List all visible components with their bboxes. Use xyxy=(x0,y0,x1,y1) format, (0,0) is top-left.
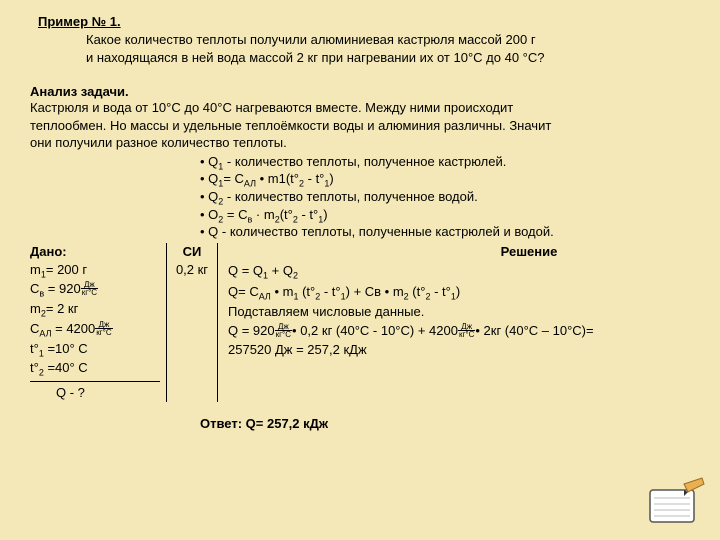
notebook-icon xyxy=(644,476,708,528)
solution-line-1: Q = Q1 + Q2 xyxy=(228,262,690,283)
problem-statement: Какое количество теплоты получили алюмин… xyxy=(86,31,690,66)
page: Пример № 1. Какое количество теплоты пол… xyxy=(0,0,720,441)
si-column: СИ 0,2 кг xyxy=(167,243,218,402)
bullet-3: Q2 - количество теплоты, полученное водо… xyxy=(200,189,690,207)
bullet-2: Q1= САЛ • m1(t°2 - t°1) xyxy=(200,171,690,189)
bullet-5: Q - количество теплоты, полученные кастр… xyxy=(200,224,690,239)
solution-line-5: 257520 Дж = 257,2 кДж xyxy=(228,341,690,360)
problem-line-2: и находящаяся в ней вода массой 2 кг при… xyxy=(86,49,690,67)
bullet-list: Q1 - количество теплоты, полученное каст… xyxy=(200,154,690,239)
analysis-line-2: теплообмен. Но массы и удельные теплоёмк… xyxy=(30,117,690,135)
analysis-line-3: они получили разное количество теплоты. xyxy=(30,134,690,152)
si-value: 0,2 кг xyxy=(167,261,217,279)
analysis-line-1: Кастрюля и вода от 10°С до 40°С нагреваю… xyxy=(30,99,690,117)
answer-line: Ответ: Q= 257,2 кДж xyxy=(200,416,690,431)
given-m1: m1= 200 г xyxy=(30,261,160,281)
bullet-1: Q1 - количество теплоты, полученное каст… xyxy=(200,154,690,172)
solution-line-2: Q= САЛ • m1 (t°2 - t°1) + Св • m2 (t°2 -… xyxy=(228,283,690,304)
given-t1: t°1 =10° С xyxy=(30,340,160,360)
three-columns: Дано: m1= 200 г Св = 920Джкг°С m2= 2 кг … xyxy=(30,243,690,402)
analysis-heading: Анализ задачи. xyxy=(30,84,690,99)
given-column: Дано: m1= 200 г Св = 920Джкг°С m2= 2 кг … xyxy=(30,243,167,402)
si-heading: СИ xyxy=(167,243,217,261)
bullet-4: O2 = Св · m2(t°2 - t°1) xyxy=(200,207,690,225)
solution-column: Решение Q = Q1 + Q2 Q= САЛ • m1 (t°2 - t… xyxy=(218,243,690,402)
given-heading: Дано: xyxy=(30,243,160,261)
given-cal: САЛ = 4200Джкг°С xyxy=(30,320,160,340)
given-cv: Св = 920Джкг°С xyxy=(30,280,160,300)
solution-line-4: Q = 920Джкг°С• 0,2 кг (40°С - 10°С) + 42… xyxy=(228,322,690,341)
problem-line-1: Какое количество теплоты получили алюмин… xyxy=(86,31,690,49)
analysis-text: Кастрюля и вода от 10°С до 40°С нагреваю… xyxy=(30,99,690,152)
solution-heading: Решение xyxy=(368,243,690,262)
given-question: Q - ? xyxy=(30,381,160,402)
solution-line-3: Подставляем числовые данные. xyxy=(228,303,690,322)
given-t2: t°2 =40° С xyxy=(30,359,160,379)
example-title: Пример № 1. xyxy=(38,14,690,29)
given-m2: m2= 2 кг xyxy=(30,300,160,320)
